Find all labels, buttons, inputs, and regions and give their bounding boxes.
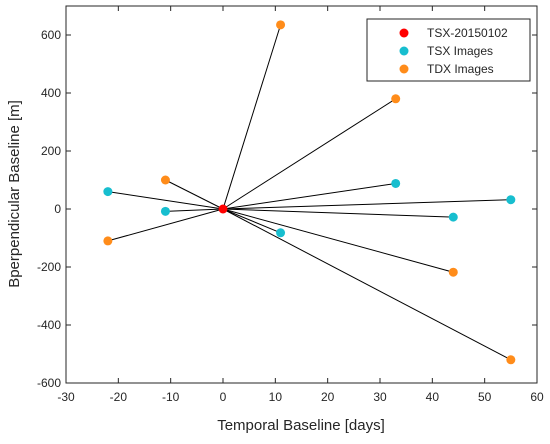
connector-line [165, 208, 224, 212]
x-tick-label: -10 [162, 390, 180, 404]
connector-line [222, 208, 454, 218]
x-tick-label: -30 [57, 390, 75, 404]
x-tick-label: 40 [426, 390, 440, 404]
legend-box [366, 18, 531, 82]
data-point [506, 195, 516, 205]
connector-line [222, 208, 512, 361]
y-tick-label: 400 [41, 86, 61, 100]
legend: TSX-20150102 TSX Images TDX Images [366, 18, 531, 82]
x-tick-label: 20 [321, 390, 335, 404]
legend-label-tsx: TSX Images [427, 44, 493, 58]
y-tick-label: -400 [37, 318, 61, 332]
data-point [103, 187, 113, 197]
data-point [160, 206, 170, 216]
connector-lines [107, 24, 512, 361]
connector-line [222, 208, 281, 234]
y-axis-title: Bperpendicular Baseline [m] [6, 100, 23, 288]
data-point [448, 212, 458, 222]
x-axis-ticks: -30 -20 -10 0 10 20 30 40 50 60 [57, 6, 544, 404]
x-tick-label: 30 [373, 390, 387, 404]
legend-label-tdx: TDX Images [427, 62, 494, 76]
data-point [391, 94, 401, 104]
data-point [160, 175, 170, 185]
x-tick-label: 0 [220, 390, 227, 404]
connector-line [222, 98, 396, 210]
data-points [103, 20, 516, 365]
y-axis-ticks: -600 -400 -200 0 200 400 600 [37, 28, 537, 390]
connector-line [222, 199, 511, 210]
data-point [103, 236, 113, 246]
x-tick-label: 10 [269, 390, 283, 404]
y-tick-label: 0 [54, 202, 61, 216]
data-point [506, 355, 516, 365]
data-point [276, 228, 286, 238]
connector-line [222, 208, 454, 273]
connector-line [165, 179, 224, 210]
legend-marker-reference [399, 28, 409, 38]
legend-label-reference: TSX-20150102 [427, 26, 508, 40]
y-tick-label: -200 [37, 260, 61, 274]
y-tick-label: -600 [37, 376, 61, 390]
legend-marker-tsx [399, 46, 409, 56]
x-tick-label: -20 [110, 390, 128, 404]
y-tick-label: 600 [41, 28, 61, 42]
data-point [391, 178, 401, 188]
connector-line [107, 208, 224, 242]
connector-line [222, 182, 396, 210]
x-axis-title: Temporal Baseline [days] [217, 417, 385, 434]
legend-marker-tdx [399, 64, 409, 74]
x-tick-label: 60 [530, 390, 544, 404]
data-point [218, 204, 228, 214]
connector-line [222, 24, 282, 210]
y-tick-label: 200 [41, 144, 61, 158]
connector-line [107, 191, 224, 210]
x-tick-label: 50 [478, 390, 492, 404]
data-point [448, 267, 458, 277]
data-point [276, 20, 286, 30]
